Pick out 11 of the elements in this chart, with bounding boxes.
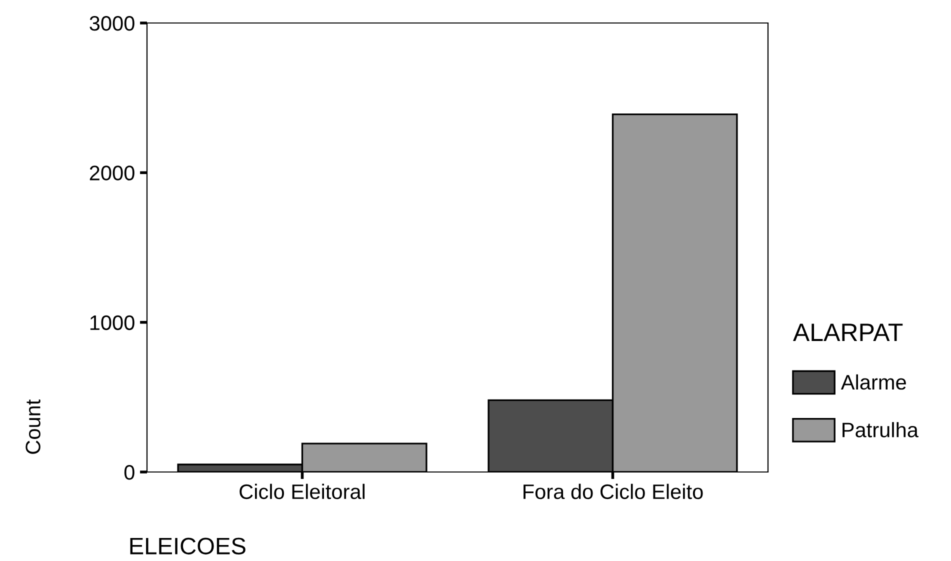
legend-label: Patrulha (842, 422, 918, 438)
legend-label: Alarme (840, 374, 906, 390)
x-tick-label: Fora do Ciclo Eleito (524, 484, 703, 500)
y-tick-label: 3000 (90, 16, 134, 31)
y-tick-label: 1000 (90, 315, 134, 330)
x-tick-label: Ciclo Eleitoral (240, 484, 365, 500)
y-axis-title: Count (26, 399, 40, 454)
x-axis-title: ELEICOES (130, 538, 246, 554)
y-tick-label: 2000 (90, 166, 134, 180)
y-tick-label: 0 (124, 465, 134, 480)
legend-title: ALARPAT (793, 324, 903, 341)
